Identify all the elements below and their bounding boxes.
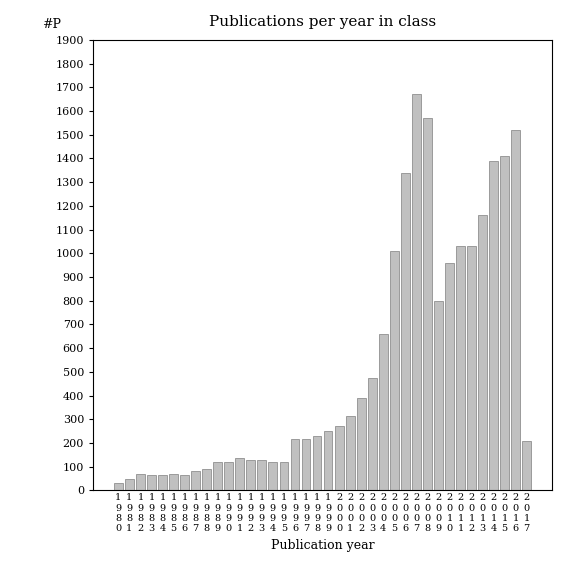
Bar [312, 436, 321, 490]
Bar [147, 475, 156, 490]
Bar [478, 215, 487, 490]
Bar [114, 483, 123, 490]
Bar [500, 156, 509, 490]
Bar [368, 378, 376, 490]
Bar [379, 334, 388, 490]
Bar [247, 460, 255, 490]
Bar [213, 462, 222, 490]
Y-axis label: #P: #P [42, 18, 61, 31]
Bar [522, 441, 531, 490]
Bar [401, 173, 410, 490]
Title: Publications per year in class: Publications per year in class [209, 15, 436, 29]
Bar [235, 459, 244, 490]
Bar [180, 475, 189, 490]
Bar [257, 460, 266, 490]
Bar [125, 479, 134, 490]
Bar [346, 416, 354, 490]
Bar [357, 398, 366, 490]
Bar [511, 130, 520, 490]
Bar [290, 439, 299, 490]
Bar [467, 246, 476, 490]
Bar [269, 462, 277, 490]
Bar [191, 472, 200, 490]
Bar [390, 251, 399, 490]
X-axis label: Publication year: Publication year [270, 539, 374, 552]
Bar [335, 426, 344, 490]
Bar [412, 95, 421, 490]
Bar [324, 431, 332, 490]
Bar [280, 462, 289, 490]
Bar [423, 118, 432, 490]
Bar [302, 439, 310, 490]
Bar [489, 161, 498, 490]
Bar [169, 474, 178, 490]
Bar [445, 263, 454, 490]
Bar [456, 246, 465, 490]
Bar [158, 475, 167, 490]
Bar [434, 301, 443, 490]
Bar [136, 474, 145, 490]
Bar [202, 469, 211, 490]
Bar [225, 462, 233, 490]
